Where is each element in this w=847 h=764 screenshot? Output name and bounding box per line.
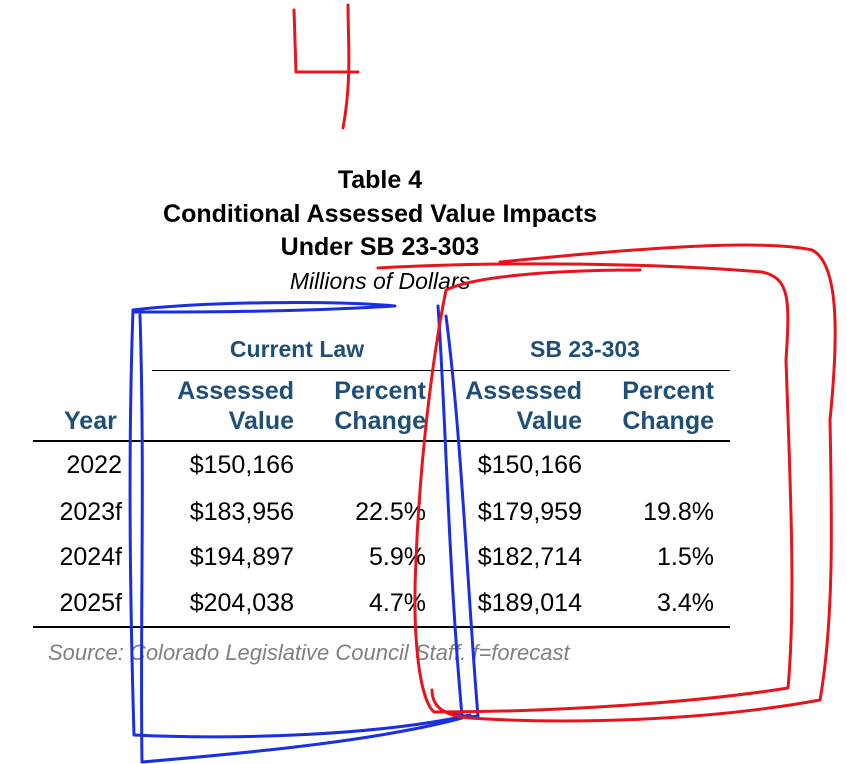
cell-year: 2022 bbox=[66, 451, 122, 479]
col-header-cl-pct-1: Percent bbox=[334, 377, 426, 405]
col-header-sb-pct-1: Percent bbox=[622, 377, 714, 405]
table-title-line1: Conditional Assessed Value Impacts bbox=[163, 200, 597, 228]
group-header-sb-23-303: SB 23-303 bbox=[530, 336, 640, 362]
col-header-cl-pct-2: Change bbox=[334, 407, 426, 435]
red-annotation-box bbox=[376, 243, 837, 723]
cell-sb-pct: 19.8% bbox=[643, 498, 714, 526]
cell-cl-value: $204,038 bbox=[189, 589, 294, 617]
source-note: Source: Colorado Legislative Council Sta… bbox=[48, 640, 570, 665]
table-label: Table 4 bbox=[337, 166, 423, 194]
group-rule-current-law bbox=[152, 370, 442, 371]
cell-sb-value: $179,959 bbox=[477, 498, 582, 526]
table-units: Millions of Dollars bbox=[289, 268, 471, 294]
cell-sb-value: $182,714 bbox=[477, 543, 582, 571]
blue-annotation-box bbox=[128, 301, 480, 764]
cell-sb-value: $189,014 bbox=[477, 589, 582, 617]
cell-cl-pct: 22.5% bbox=[355, 498, 426, 526]
handwritten-four-mark bbox=[292, 3, 360, 130]
header-rule bbox=[33, 440, 730, 442]
col-header-cl-value-2: Value bbox=[228, 407, 294, 435]
group-rule-sb bbox=[440, 370, 730, 371]
col-header-sb-pct-2: Change bbox=[622, 407, 714, 435]
cell-year: 2023f bbox=[59, 498, 122, 526]
group-header-current-law: Current Law bbox=[229, 336, 365, 362]
bottom-rule bbox=[33, 626, 730, 628]
cell-year: 2025f bbox=[59, 589, 122, 617]
cell-cl-value: $194,897 bbox=[189, 543, 294, 571]
col-header-sb-value-1: Assessed bbox=[465, 377, 582, 405]
cell-cl-value: $183,956 bbox=[189, 498, 294, 526]
col-header-sb-value-2: Value bbox=[516, 407, 582, 435]
table-title-line2: Under SB 23-303 bbox=[280, 233, 480, 261]
cell-sb-pct: 1.5% bbox=[657, 543, 714, 571]
cell-sb-pct: 3.4% bbox=[657, 589, 714, 617]
cell-sb-value: $150,166 bbox=[477, 451, 582, 479]
cell-cl-value: $150,166 bbox=[189, 451, 294, 479]
col-header-cl-value-1: Assessed bbox=[177, 377, 294, 405]
col-header-year: Year bbox=[64, 407, 117, 435]
cell-year: 2024f bbox=[59, 543, 122, 571]
